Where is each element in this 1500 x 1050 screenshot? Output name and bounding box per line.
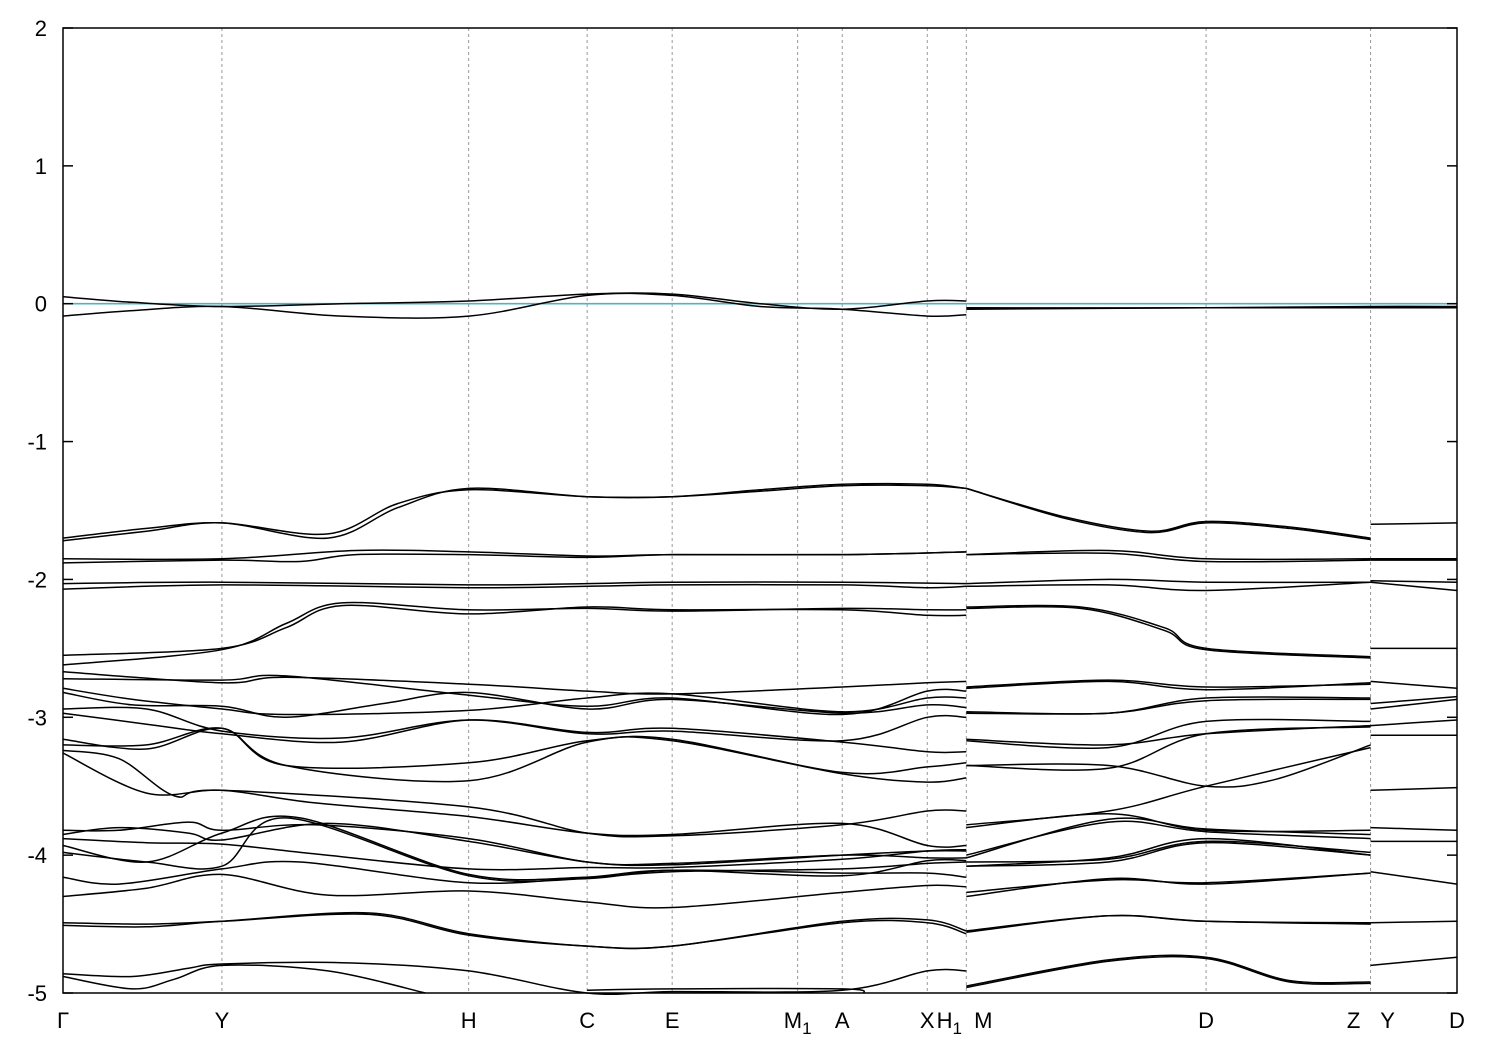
band-line-22 <box>62 822 967 867</box>
band-line-15 <box>966 718 1371 750</box>
band-line-3 <box>1370 522 1458 526</box>
x-tick-label: Γ <box>57 1008 69 1033</box>
band-line-19 <box>62 749 967 838</box>
band-line-19 <box>966 746 1371 826</box>
band-line-13 <box>1370 695 1458 705</box>
band-line-14 <box>62 691 967 719</box>
band-line-13 <box>62 687 967 716</box>
band-line-7 <box>966 578 1371 585</box>
band-line-14 <box>966 698 1371 715</box>
band-line-25 <box>62 817 967 883</box>
y-tick-label: 2 <box>35 16 47 41</box>
x-tick-label: D <box>1198 1008 1214 1033</box>
band-line-4 <box>966 487 1371 541</box>
x-axis-ticks: Γ Y H C E M1 A X H1 M D Z Y D <box>57 1008 1465 1038</box>
band-line-31 <box>587 987 866 994</box>
band-line-7 <box>1370 580 1458 583</box>
band-line-20 <box>62 752 967 848</box>
x-tick-label: X <box>920 1008 935 1033</box>
x-tick-label: D <box>1449 1008 1465 1033</box>
band-line-6 <box>62 551 967 564</box>
band-line-15 <box>1370 698 1458 710</box>
band-line-6 <box>966 552 1371 563</box>
band-line-24 <box>62 815 967 881</box>
band-line-28 <box>1370 920 1458 924</box>
x-tick-label: M1 <box>784 1008 812 1038</box>
y-tick-label: -2 <box>27 567 47 592</box>
band-line-17 <box>966 726 1371 771</box>
band-line-16 <box>1370 719 1458 727</box>
band-line-21 <box>966 817 1371 859</box>
band-line-31 <box>62 964 426 994</box>
x-tick-label: H <box>461 1008 477 1033</box>
band-lines-layer <box>62 292 1458 996</box>
band-line-30 <box>1370 956 1458 967</box>
band-line-2 <box>62 292 967 319</box>
x-tick-label: M <box>974 1008 992 1033</box>
band-line-30 <box>966 954 1371 987</box>
band-line-16 <box>62 712 967 754</box>
band-line-25 <box>966 841 1371 867</box>
band-line-31 <box>966 955 1371 989</box>
band-line-20 <box>1370 826 1458 832</box>
band-line-30 <box>62 961 967 996</box>
band-line-15 <box>62 706 967 742</box>
band-line-2 <box>966 306 1457 310</box>
band-line-3 <box>62 484 967 539</box>
band-line-18 <box>62 727 967 783</box>
x-tick-label: Y <box>1380 1008 1395 1033</box>
y-tick-label: -4 <box>27 843 47 868</box>
x-tick-label: Z <box>1347 1008 1360 1033</box>
y-tick-label: -3 <box>27 705 47 730</box>
band-line-3 <box>966 487 1371 539</box>
band-line-11 <box>1370 680 1458 690</box>
band-line-23 <box>966 840 1371 863</box>
band-line-7 <box>62 581 967 586</box>
band-line-10 <box>62 601 967 666</box>
band-line-26 <box>1370 870 1458 885</box>
band-line-8 <box>1370 581 1458 592</box>
x-tick-label: E <box>665 1008 680 1033</box>
band-line-29 <box>62 911 967 950</box>
band-line-18 <box>966 744 1371 788</box>
kpoint-gridlines <box>221 28 1372 993</box>
band-line-8 <box>62 583 967 590</box>
y-tick-label: -1 <box>27 430 47 455</box>
x-tick-label: Y <box>215 1008 230 1033</box>
y-tick-label: 1 <box>35 154 47 179</box>
plot-frame <box>62 27 1458 994</box>
band-line-29 <box>966 914 1371 934</box>
band-line-9 <box>62 604 967 657</box>
x-tick-label: C <box>579 1008 595 1033</box>
band-line-18 <box>1370 786 1458 792</box>
band-line-11 <box>62 671 967 695</box>
y-axis-ticks: 2 1 0 -1 -2 -3 -4 -5 <box>27 16 1457 1006</box>
band-line-27 <box>966 872 1371 898</box>
band-line-23 <box>62 837 967 871</box>
band-line-8 <box>966 581 1371 592</box>
band-line-26 <box>62 858 967 886</box>
band-line-5 <box>966 549 1371 561</box>
y-tick-label: -5 <box>27 981 47 1006</box>
band-line-24 <box>966 837 1371 867</box>
band-line-9 <box>966 604 1371 658</box>
band-line-4 <box>62 482 967 542</box>
band-line-10 <box>966 606 1371 659</box>
band-line-17 <box>62 727 967 775</box>
band-line-27 <box>62 873 967 909</box>
band-line-22 <box>966 820 1371 856</box>
y-tick-label: 0 <box>35 292 47 317</box>
x-tick-label: A <box>835 1008 850 1033</box>
band-line-12 <box>966 680 1371 691</box>
band-line-20 <box>966 813 1371 833</box>
band-line-28 <box>62 913 967 950</box>
x-tick-label: H1 <box>937 1008 962 1038</box>
